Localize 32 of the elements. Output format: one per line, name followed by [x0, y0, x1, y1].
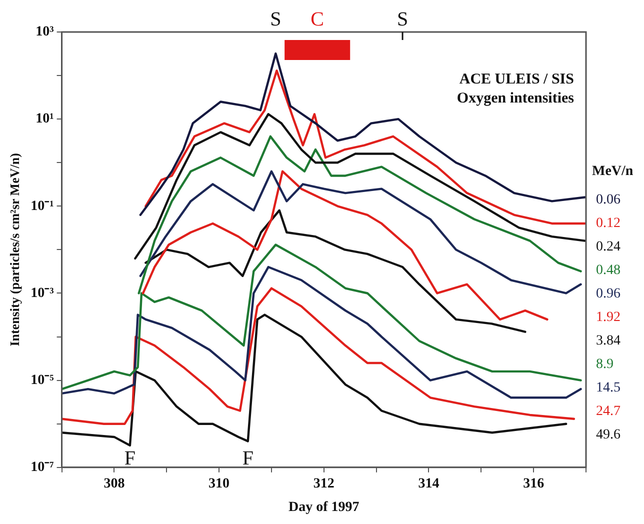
- x-axis-title: Day of 1997: [288, 500, 360, 516]
- annotation: ACE ULEIS / SIS: [459, 71, 574, 88]
- x-tick-label: 316: [523, 476, 544, 492]
- series-label: 0.48: [596, 262, 620, 278]
- series-label: 0.24: [596, 239, 620, 254]
- x-tick-label: 310: [208, 476, 230, 492]
- series-label: 24.7: [596, 404, 620, 419]
- x-tick-label: 312: [313, 476, 334, 492]
- text: 49.6: [596, 427, 620, 442]
- ref-line-label: S: [396, 8, 408, 30]
- y-tick-label: 10⁻¹: [30, 198, 54, 214]
- series-label: 14.5: [596, 380, 620, 396]
- y-tick-label: 10¹: [36, 112, 54, 127]
- y-tick-label: 10³: [36, 24, 54, 40]
- series-label: 0.96: [596, 286, 620, 302]
- x-tick-label: 308: [104, 476, 125, 492]
- series-label: 8.9: [596, 356, 614, 372]
- series-label: 0.12: [596, 216, 620, 231]
- series-label: 0.06: [596, 192, 620, 208]
- legend-title: MeV/n: [592, 164, 634, 179]
- y-tick-label: 10⁻⁷: [30, 460, 54, 476]
- annotation: F: [124, 448, 136, 470]
- annotation: F: [242, 448, 254, 470]
- y-axis-title: Intensity (particles/s cm²sr MeV/n): [7, 153, 22, 346]
- band-label: C: [310, 8, 324, 30]
- x-tick-label: 314: [418, 476, 440, 492]
- y-tick-label: 10⁻³: [30, 286, 54, 301]
- text: 3.84: [596, 333, 620, 348]
- annotation: S: [270, 8, 282, 30]
- text: 1.92: [596, 310, 620, 325]
- y-tick-label: 10⁻⁵: [30, 372, 54, 388]
- annotation: Oxygen intensities: [456, 90, 574, 106]
